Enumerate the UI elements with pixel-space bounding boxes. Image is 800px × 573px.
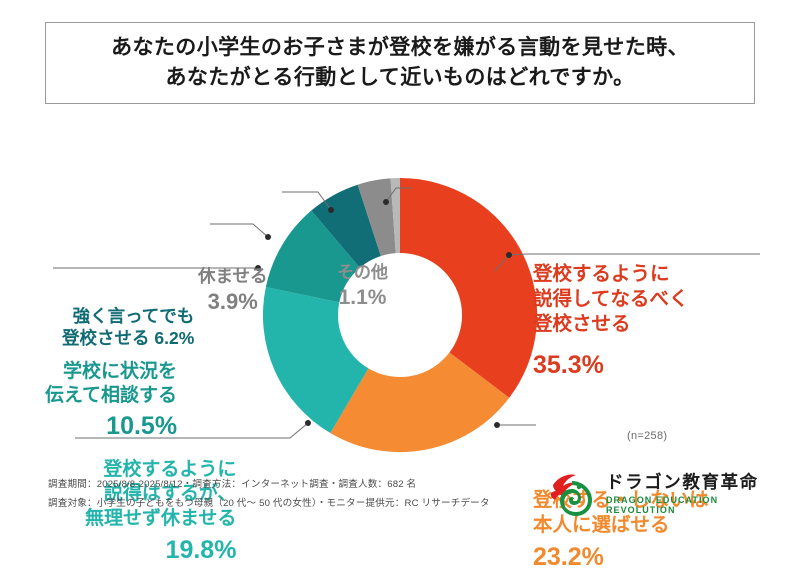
seg6-line-1: 休ませる xyxy=(198,266,268,286)
chart-label-seg1: 登校するように 説得してなるべく 登校させる 35.3% xyxy=(533,262,688,381)
title-line-1: あなたの小学生のお子さまが登校を嫌がる言動を見せた時、 xyxy=(111,36,689,60)
seg1-line-1: 登校するように xyxy=(533,263,670,285)
donut-chart xyxy=(263,178,538,453)
seg2-percent: 23.2% xyxy=(533,542,604,571)
chart-label-seg5: 強く言ってでも 登校させる 6.2% xyxy=(62,305,194,350)
pie-slice-2 xyxy=(330,352,510,453)
brand-logo: ドラゴン教育革命 DRAGON EDUCATION REVOLUTION xyxy=(548,470,763,518)
chart-label-seg4: 学校に状況を 伝えて相談する 10.5% xyxy=(45,360,177,442)
chart-label-seg6: 休ませる 3.9% xyxy=(198,265,267,317)
title-line-2: あなたがとる行動として近いものはどれですか。 xyxy=(165,66,635,89)
seg5-line-1: 強く言ってでも xyxy=(72,306,195,326)
logo-name-jp: ドラゴン教育革命 xyxy=(606,471,759,492)
seg4-percent: 10.5% xyxy=(106,411,178,440)
seg5-line-2: 登校させる 6.2% xyxy=(62,328,195,349)
seg2-line-2: 本人に選ばせる xyxy=(533,513,670,536)
logo-text-group: ドラゴン教育革命 DRAGON EDUCATION REVOLUTION xyxy=(606,471,763,516)
pie-slice-3 xyxy=(263,287,369,434)
page-title: あなたの小学生のお子さまが登校を嫌がる言動を見せた時、 あなたがとる行動として近… xyxy=(111,33,689,93)
seg7-line-1: その他 xyxy=(337,263,388,282)
seg4-line-1: 学校に状況を xyxy=(63,361,178,382)
chart-label-seg7: その他 1.1% xyxy=(337,262,388,312)
seg3-line-1: 登校するように xyxy=(103,459,237,480)
note-line-1: 調査期間：2025/8/8-2025/8/12・調査方法：インターネット調査・調… xyxy=(48,479,417,490)
seg1-line-2: 説得してなるべく xyxy=(533,287,689,310)
seg1-line-3: 登校させる xyxy=(533,312,631,335)
seg4-line-2: 伝えて相談する xyxy=(45,385,178,407)
pie-slice-1 xyxy=(400,178,538,398)
pie-slice-4 xyxy=(265,210,360,303)
survey-methodology-notes: 調査期間：2025/8/8-2025/8/12・調査方法：インターネット調査・調… xyxy=(48,476,490,513)
seg3-line-2: 説得はするが、 xyxy=(103,483,237,505)
dragon-swirl-icon xyxy=(550,474,592,516)
survey-question-box: あなたの小学生のお子さまが登校を嫌がる言動を見せた時、 あなたがとる行動として近… xyxy=(45,22,755,104)
seg3-percent: 19.8% xyxy=(165,535,237,564)
seg6-percent: 3.9% xyxy=(207,289,258,315)
note-line-2: 調査対象：小学生の子どもをもつ母親（20 代〜 50 代の女性）・モニター提供元… xyxy=(48,497,490,509)
logo-name-en: DRAGON EDUCATION REVOLUTION xyxy=(606,495,719,516)
sample-size-label: (n=258) xyxy=(627,430,668,442)
donut-chart-area: 登校するように 説得してなるべく 登校させる 35.3% 登校する・しないは 本… xyxy=(0,120,800,571)
seg1-percent: 35.3% xyxy=(533,350,604,379)
seg7-percent: 1.1% xyxy=(338,285,387,309)
seg3-line-3: 無理せず休ませる xyxy=(85,507,237,529)
